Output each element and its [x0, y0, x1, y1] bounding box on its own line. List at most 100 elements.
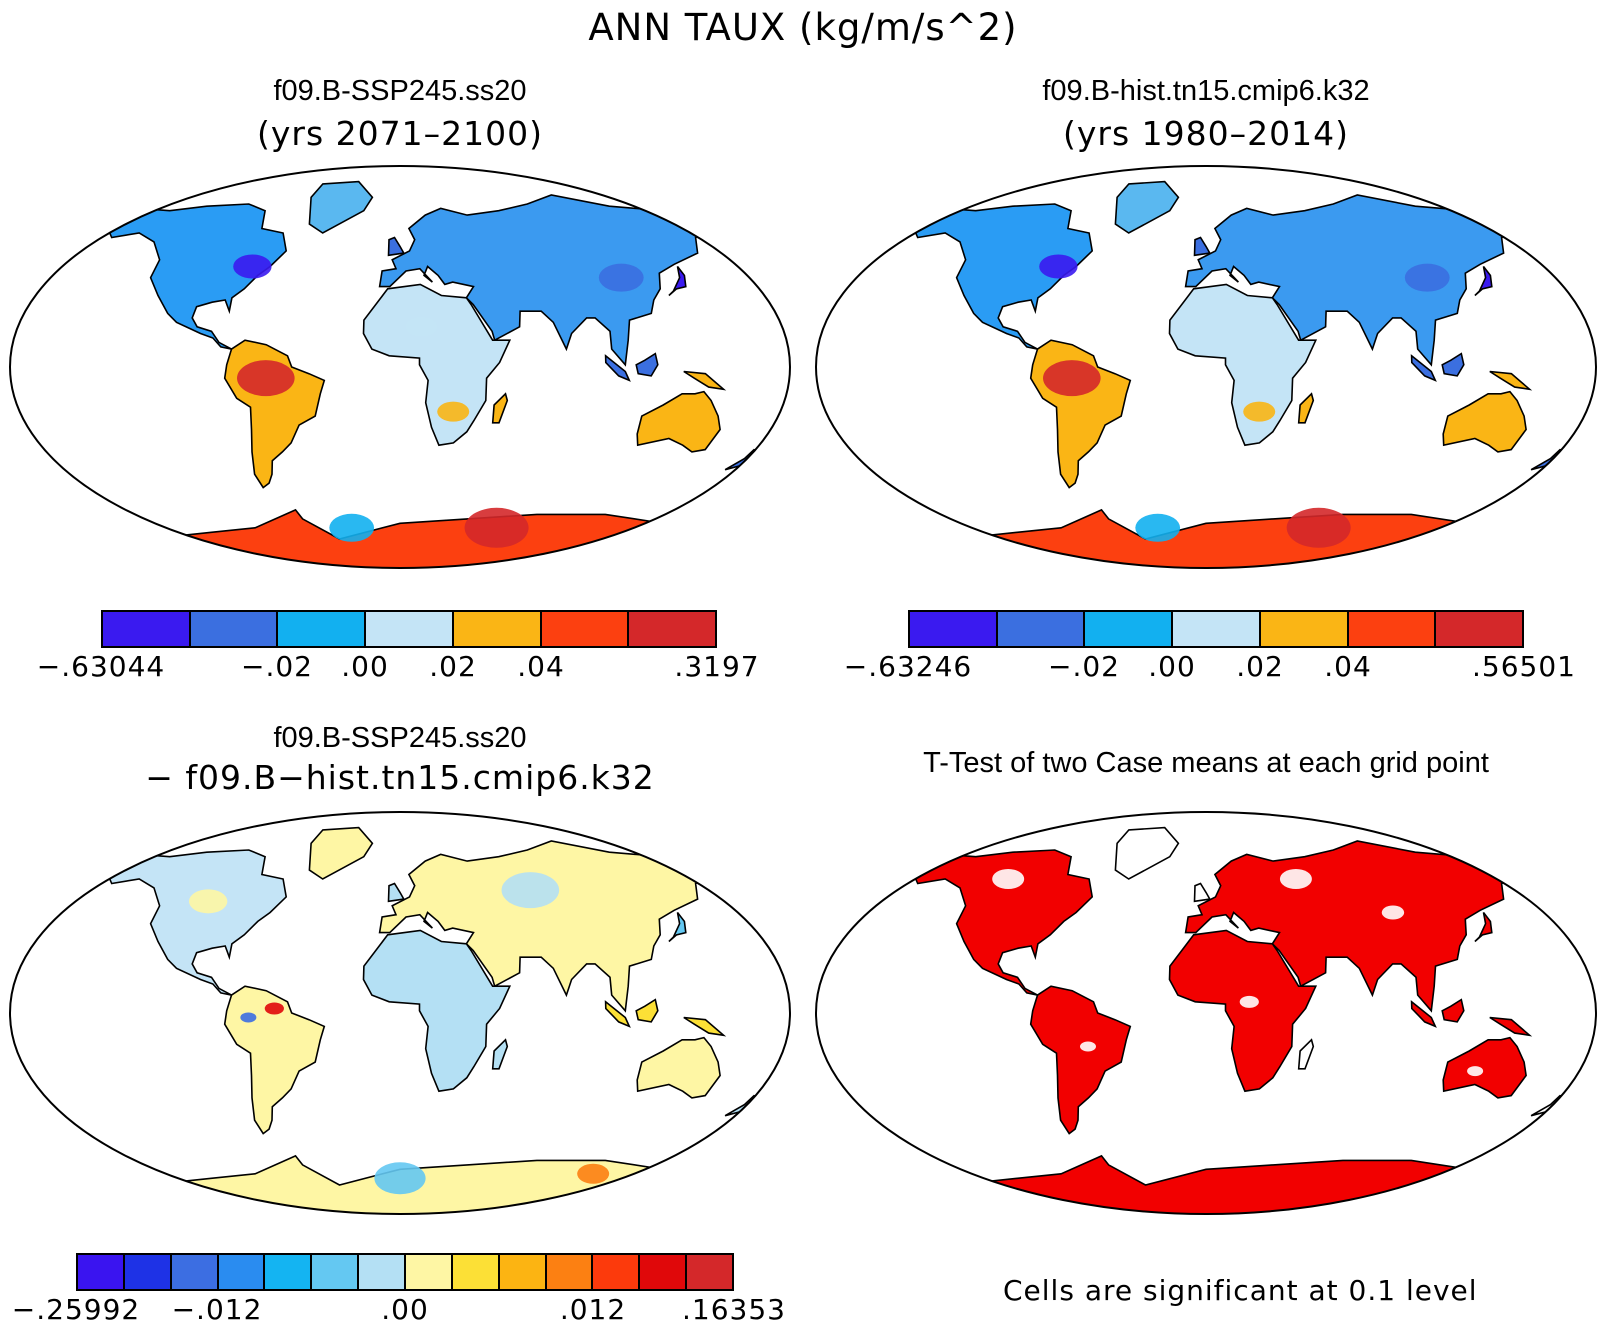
- colorbar-tick-label: .16353: [682, 1293, 786, 1326]
- landmass-samerica: [1029, 985, 1132, 1135]
- colorbar-swatch: [1085, 612, 1174, 646]
- colorbar-tick-label: .012: [559, 1293, 627, 1326]
- colorbar-tick-label: .00: [341, 650, 389, 683]
- landmass-eurasia: [1184, 840, 1523, 1013]
- landmass-uk: [387, 882, 406, 903]
- landmass-africa: [362, 929, 512, 1093]
- panel-2-subtitle: (yrs 1980–2014): [1063, 114, 1349, 153]
- colorbar-swatch: [218, 1255, 266, 1289]
- field-anomaly: [1079, 1041, 1096, 1052]
- landmass-japan: [1474, 912, 1493, 943]
- panel-2-title: f09.B-hist.tn15.cmip6.k32: [1042, 75, 1370, 107]
- significance-note: Cells are significant at 0.1 level: [1003, 1274, 1478, 1307]
- field-anomaly: [1404, 263, 1450, 292]
- landmass-newguinea: [1489, 370, 1533, 391]
- field-anomaly: [233, 254, 272, 279]
- field-anomaly: [598, 263, 644, 292]
- field-anomaly: [1039, 254, 1078, 279]
- landmass-eurasia: [1184, 194, 1523, 367]
- landmass-namerica: [913, 203, 1094, 350]
- field-anomaly: [188, 889, 228, 914]
- field-anomaly: [264, 1002, 284, 1015]
- colorbar-swatch: [171, 1255, 219, 1289]
- colorbar-tick-label: −.02: [241, 650, 313, 683]
- map-panel-2: [815, 165, 1597, 569]
- colorbar-tick-label: .02: [1236, 650, 1284, 683]
- field-anomaly: [464, 507, 529, 548]
- landmass-antarctica: [934, 508, 1476, 568]
- landmass-madagascar: [491, 1038, 509, 1070]
- landmass-newzealand: [1530, 448, 1569, 471]
- map-panel-1: [9, 165, 791, 569]
- field-anomaly: [1239, 995, 1259, 1008]
- panel-1-title: f09.B-SSP245.ss20: [273, 75, 527, 107]
- field-anomaly: [405, 316, 438, 337]
- field-anomaly: [1135, 513, 1181, 542]
- landmass-africa: [1168, 283, 1318, 447]
- colorbar-swatch: [366, 612, 454, 646]
- colorbar-tick-label: .00: [381, 1293, 429, 1326]
- landmass-madagascar: [1297, 392, 1315, 424]
- field-anomaly: [240, 1012, 257, 1023]
- colorbar-tick-label: −.63246: [843, 650, 973, 683]
- landmass-madagascar: [491, 392, 509, 424]
- landmass-sumatra: [1410, 1000, 1437, 1028]
- colorbar-tick-label: −.63044: [36, 650, 166, 683]
- colorbar-swatch: [997, 612, 1086, 646]
- landmass-newguinea: [1489, 1016, 1533, 1037]
- colorbar-tick-label: .04: [517, 650, 565, 683]
- landmass-sumatra: [604, 1000, 631, 1028]
- panel-3-title: f09.B-SSP245.ss20: [273, 722, 527, 754]
- landmass-sumatra: [604, 354, 631, 382]
- field-anomaly: [329, 513, 375, 542]
- colorbar-panel-3: [76, 1253, 734, 1291]
- panel-1-subtitle: (yrs 2071–2100): [257, 114, 543, 153]
- landmass-newguinea: [683, 1016, 727, 1037]
- landmass-newzealand: [1530, 1094, 1569, 1117]
- landmass-africa: [1168, 929, 1318, 1093]
- landmass-japan: [1474, 266, 1493, 297]
- colorbar-tick-label: −.012: [171, 1293, 263, 1326]
- landmass-uk: [1193, 236, 1212, 257]
- colorbar-swatch: [124, 1255, 172, 1289]
- landmass-borneo: [1441, 998, 1465, 1023]
- colorbar-swatch: [452, 1255, 500, 1289]
- landmass-greenland: [308, 180, 374, 234]
- field-anomaly: [1286, 507, 1351, 548]
- field-anomaly: [1467, 1066, 1484, 1077]
- colorbar-swatch: [190, 612, 279, 646]
- landmass-antarctica: [128, 508, 670, 568]
- colorbar-swatch: [103, 612, 191, 646]
- colorbar-swatch: [78, 1255, 125, 1289]
- colorbar-tick-label: .56501: [1472, 650, 1576, 683]
- colorbar-tick-label: .02: [429, 650, 477, 683]
- landmass-newzealand: [724, 1094, 763, 1117]
- colorbar-panel-1: [101, 610, 717, 648]
- colorbar-swatch: [546, 1255, 594, 1289]
- field-anomaly: [1243, 401, 1276, 422]
- landmass-namerica: [107, 849, 288, 996]
- field-anomaly: [577, 1163, 610, 1184]
- colorbar-swatch: [629, 612, 716, 646]
- colorbar-panel-2: [908, 610, 1524, 648]
- colorbar-swatch: [541, 612, 630, 646]
- field-anomaly: [237, 360, 295, 397]
- colorbar-swatch: [640, 1255, 688, 1289]
- field-anomaly: [992, 869, 1025, 889]
- landmass-newguinea: [683, 370, 727, 391]
- landmass-australia: [1442, 1036, 1527, 1099]
- map-panel-4: [815, 811, 1597, 1215]
- landmass-newzealand: [724, 448, 763, 471]
- field-anomaly: [501, 872, 560, 909]
- landmass-japan: [668, 266, 687, 297]
- colorbar-tick-label: −.25992: [11, 1293, 141, 1326]
- colorbar-swatch: [1348, 612, 1437, 646]
- colorbar-swatch: [687, 1255, 733, 1289]
- landmass-namerica: [913, 849, 1094, 996]
- colorbar-swatch: [312, 1255, 360, 1289]
- landmass-borneo: [635, 998, 659, 1023]
- colorbar-swatch: [1260, 612, 1349, 646]
- colorbar-swatch: [278, 612, 367, 646]
- landmass-greenland: [1114, 826, 1180, 880]
- map-panel-3: [9, 811, 791, 1215]
